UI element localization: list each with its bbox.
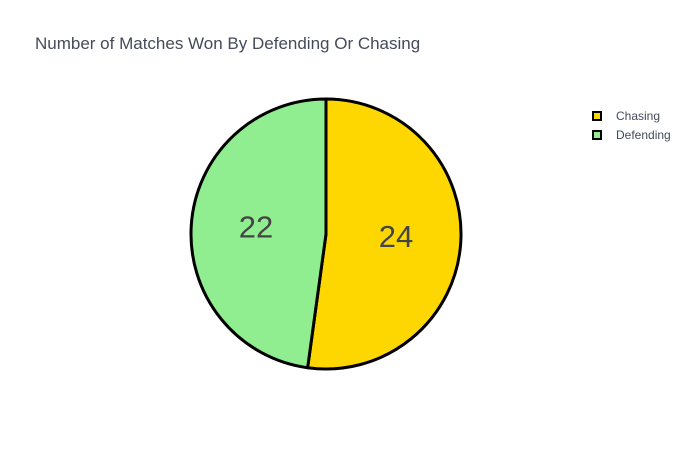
legend-swatch-defending (592, 129, 602, 140)
legend-item-defending[interactable]: Defending (592, 125, 671, 144)
legend-label-defending: Defending (616, 127, 671, 142)
slice-value-label-chasing: 24 (379, 219, 413, 254)
slice-value-label-defending: 22 (239, 209, 273, 244)
legend-item-chasing[interactable]: Chasing (592, 106, 671, 125)
legend-label-chasing: Chasing (616, 108, 661, 123)
legend-swatch-chasing (592, 110, 602, 121)
legend[interactable]: Chasing Defending (592, 106, 671, 144)
chart-title: Number of Matches Won By Defending Or Ch… (35, 34, 421, 53)
pie-slice-defending[interactable] (189, 97, 328, 370)
pie-slice-chasing[interactable] (306, 97, 463, 371)
